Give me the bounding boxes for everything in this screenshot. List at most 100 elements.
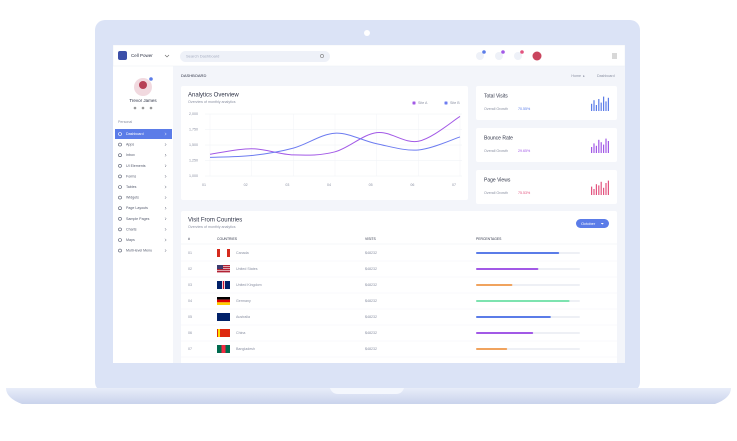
mini-bar — [607, 180, 609, 195]
flag-stripe — [217, 270, 230, 271]
country-name: United States — [236, 267, 258, 271]
menu-arrow — [164, 132, 167, 136]
sidebar — [113, 45, 173, 363]
status-dot — [149, 77, 153, 81]
menu-icon — [118, 227, 122, 232]
visits: $48232 — [365, 251, 377, 255]
menu-item[interactable]: Apps — [126, 143, 134, 147]
menu-item[interactable]: Inbox — [126, 153, 135, 157]
filter-dropdown[interactable] — [576, 219, 609, 228]
analytics-card — [181, 86, 468, 200]
mini-bar — [591, 103, 593, 111]
menu-item[interactable]: Dashboard — [126, 132, 144, 136]
mail-icon[interactable] — [495, 52, 503, 60]
menu-item[interactable]: Tables — [126, 185, 137, 189]
menu-arrow — [164, 175, 167, 178]
mini-bar — [593, 143, 595, 153]
row-rank: 07 — [188, 347, 192, 351]
notify-icon[interactable] — [476, 52, 484, 60]
flag-part — [217, 249, 220, 257]
menu-item[interactable]: Multi-level Menu — [126, 249, 152, 253]
menu-item[interactable]: Widgets — [126, 196, 139, 200]
mini-bar — [598, 139, 600, 153]
flag-stripe — [223, 266, 230, 267]
mini-bar — [600, 142, 602, 153]
cart-icon[interactable] — [514, 52, 522, 60]
stat-label: Overall Growth — [484, 107, 508, 111]
menu-item[interactable]: Forms — [126, 174, 136, 178]
menu-item[interactable]: Charts — [126, 227, 137, 231]
crumb[interactable]: Home — [571, 74, 581, 78]
visits: $48232 — [365, 315, 377, 319]
crumb: Dashboard — [597, 74, 615, 78]
flag-stripe — [223, 268, 230, 269]
table-header: PERCENTAGES — [476, 237, 502, 241]
mini-bar — [591, 186, 593, 195]
menu-icon — [118, 238, 122, 242]
line-series — [209, 116, 461, 156]
menu-icon — [118, 132, 122, 136]
legend-swatch — [444, 101, 448, 105]
mini-bar — [605, 101, 607, 111]
search-box[interactable] — [180, 51, 330, 62]
table-header: COUNTRIES — [217, 237, 238, 241]
menu-item[interactable]: Maps — [126, 238, 135, 242]
row-rank: 05 — [188, 315, 192, 319]
badge — [501, 50, 505, 54]
menu-item[interactable]: Page Layouts — [126, 206, 148, 210]
menu-icon[interactable] — [612, 53, 617, 59]
menu-arrow — [164, 196, 167, 199]
menu-arrow — [164, 153, 167, 157]
menu-arrow — [164, 185, 167, 189]
mini-bar — [598, 99, 600, 111]
menu-icon — [118, 174, 122, 179]
table-header: VISITS — [365, 237, 376, 241]
flag-part — [227, 249, 230, 257]
flag-part — [221, 345, 226, 353]
row-rank: 02 — [188, 267, 192, 271]
x-tick-label: 05 — [369, 183, 373, 187]
x-tick-label: 01 — [202, 183, 206, 187]
profile-icon[interactable] — [141, 106, 145, 110]
row-rank: 06 — [188, 331, 192, 335]
country-name: Australia — [236, 315, 250, 319]
country-name: United Kingdom — [236, 283, 262, 287]
menu-item[interactable]: UI Elements — [126, 164, 146, 168]
menu-icon — [118, 164, 122, 168]
mini-bar — [605, 183, 607, 195]
search-placeholder: Search Dashboard — [186, 54, 219, 59]
legend-swatch — [412, 101, 416, 105]
mini-bar — [593, 100, 595, 111]
menu-icon — [118, 142, 122, 147]
progress-bar — [476, 316, 551, 318]
profile-icon[interactable] — [149, 106, 153, 110]
mini-bar — [600, 181, 602, 195]
flag-part — [222, 281, 225, 289]
stat-title: Page Views — [484, 177, 511, 183]
profile-face — [139, 81, 147, 89]
row-rank: 01 — [188, 251, 192, 255]
visits: $48232 — [365, 267, 377, 271]
flag-stripe — [217, 302, 230, 305]
search-icon[interactable] — [320, 54, 324, 58]
stat-title: Total Visits — [484, 93, 508, 99]
stat-label: Overall Growth — [484, 191, 508, 195]
visits: $48232 — [365, 331, 377, 335]
stat-card — [476, 128, 617, 162]
table-title: Visit From Countries — [188, 218, 242, 224]
country-name: China — [236, 331, 245, 335]
x-tick-label: 04 — [327, 183, 331, 187]
visits: $48232 — [365, 299, 377, 303]
profile-icon[interactable] — [133, 106, 137, 110]
progress-bar — [476, 268, 539, 270]
flag-part — [218, 329, 220, 337]
user-avatar[interactable] — [532, 51, 542, 61]
progress-bar — [476, 332, 534, 334]
menu-section: Personal — [118, 120, 132, 124]
visits: $48232 — [365, 283, 377, 287]
row-rank: 04 — [188, 299, 192, 303]
menu-item[interactable]: Sample Pages — [126, 217, 150, 221]
mini-bar — [605, 138, 607, 153]
legend-label: Site B — [450, 101, 460, 105]
stat-title: Bounce Rate — [484, 135, 513, 141]
